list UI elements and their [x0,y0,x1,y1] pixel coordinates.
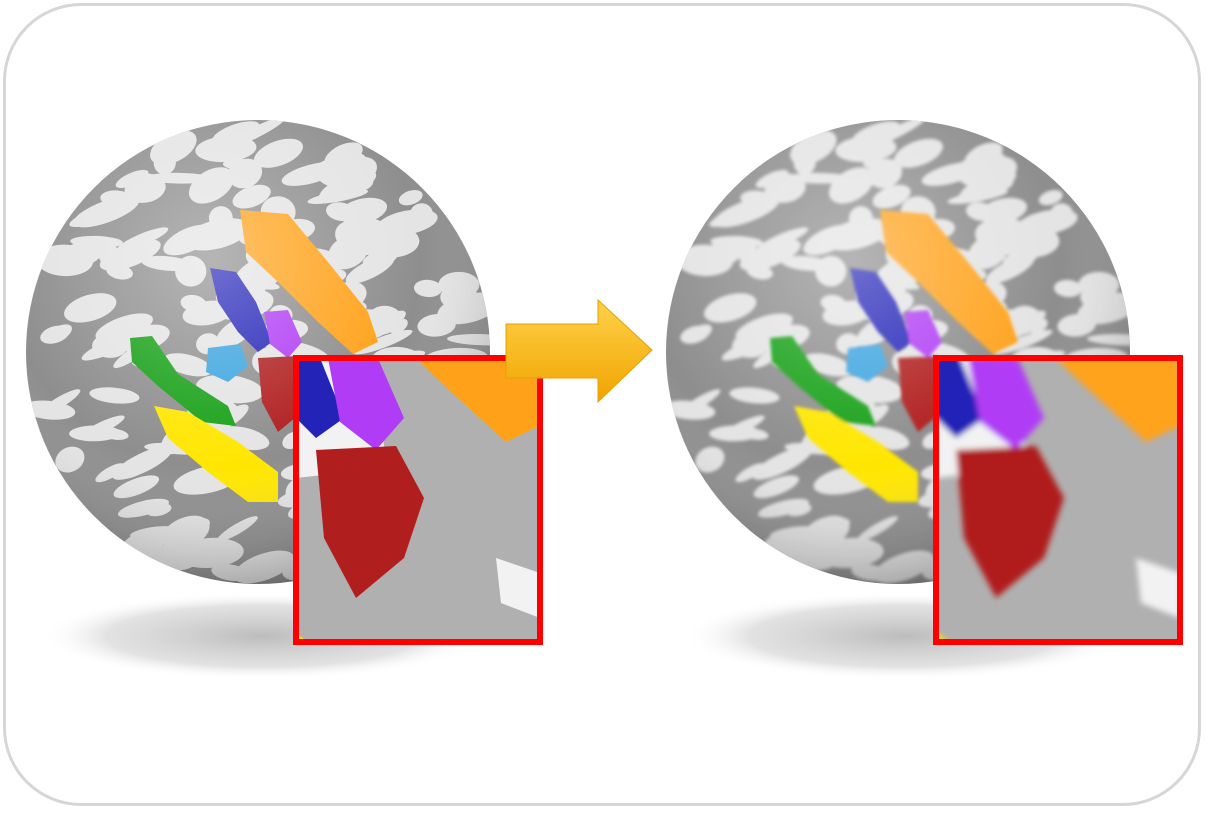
zoom-inset-after [933,355,1183,645]
parcel-blue-zoomed [296,358,344,438]
parcel-red-zoomed [956,446,1064,598]
parcel-violet-zoomed [328,358,404,450]
parcel-red-zoomed [316,446,424,598]
inset-border [933,355,1183,645]
inset-border [293,355,543,645]
parcel-blue-zoomed [936,358,984,438]
parcel-violet-zoomed [968,358,1044,450]
parcel-orange-zoomed [1056,358,1180,442]
parcel-orange-zoomed [416,358,540,442]
gyrus-patch [1136,558,1180,618]
gyrus-patch [496,558,540,618]
right-arrow-icon [505,298,653,404]
zoom-inset-before [293,355,543,645]
